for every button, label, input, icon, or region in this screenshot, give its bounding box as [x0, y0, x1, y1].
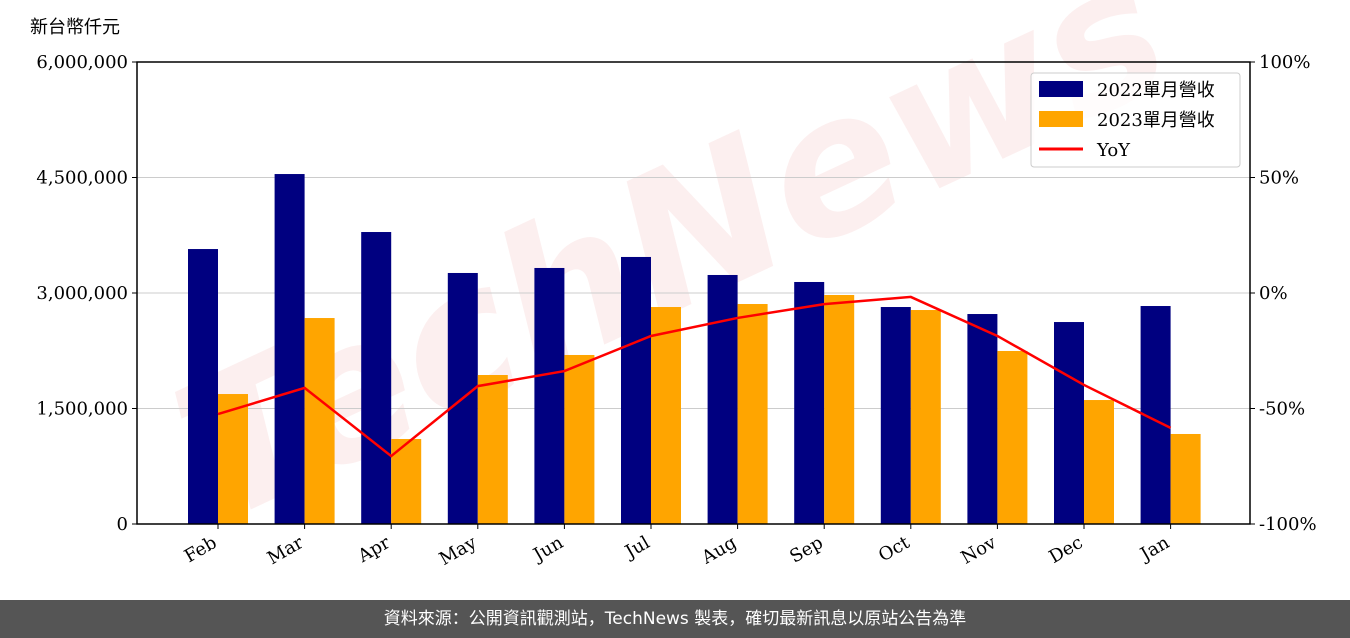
- x-tick-label: Jan: [1135, 532, 1173, 566]
- legend-label: 2022單月營收: [1097, 80, 1215, 101]
- x-tick-label: Feb: [181, 532, 221, 567]
- bar: [737, 304, 768, 524]
- x-tick-label: Aug: [697, 532, 740, 569]
- x-tick-label: Sep: [786, 532, 826, 567]
- bar: [1170, 433, 1201, 524]
- legend-label: 2023單月營收: [1097, 110, 1215, 131]
- bar: [1054, 322, 1084, 524]
- footer: 資料來源：公開資訊觀測站，TechNews 製表，確切最新訊息以原站公告為準: [0, 600, 1350, 638]
- bar: [534, 267, 565, 524]
- y2-tick-label: -100%: [1259, 514, 1317, 535]
- y-tick-label: 3,000,000: [36, 283, 128, 304]
- y-tick-label: 1,500,000: [36, 399, 128, 420]
- bar: [218, 394, 248, 524]
- plot-frame: [136, 61, 1251, 525]
- legend-swatch: [1039, 81, 1083, 97]
- bar: [304, 318, 335, 524]
- yoy-line: [217, 295, 1172, 458]
- bar: [794, 281, 825, 524]
- legend-swatch: [1039, 111, 1083, 127]
- bar: [880, 307, 911, 524]
- y-axis-label: 新台幣仟元: [30, 17, 120, 38]
- y-tick-label: 0: [117, 514, 128, 535]
- y-tick-label: 4,500,000: [36, 168, 128, 189]
- x-tick-label: Apr: [354, 532, 394, 567]
- x-tick-label: Nov: [958, 532, 1001, 569]
- y2-tick-label: 0%: [1259, 283, 1288, 304]
- x-tick-label: Jun: [528, 532, 567, 567]
- y2-tick-label: 100%: [1259, 52, 1310, 73]
- y2-tick-label: -50%: [1259, 399, 1305, 420]
- bar: [707, 274, 738, 524]
- legend-box: [1030, 72, 1241, 168]
- bar: [1084, 400, 1114, 524]
- bar: [274, 174, 305, 524]
- bar: [477, 375, 508, 524]
- bar: [188, 249, 218, 524]
- chart: 新台幣仟元 TechNews 01,500,0003,000,0004,500,…: [30, 0, 1317, 570]
- y-tick-label: 6,000,000: [36, 52, 128, 73]
- x-tick-label: Dec: [1046, 532, 1087, 568]
- bar: [564, 354, 595, 524]
- x-tick-label: Oct: [875, 532, 914, 567]
- bar: [361, 232, 392, 525]
- bar: [824, 295, 855, 524]
- bar: [910, 310, 941, 524]
- x-tick-label: May: [436, 532, 481, 570]
- y2-tick-label: 50%: [1259, 168, 1299, 189]
- x-tick-label: Jul: [620, 532, 654, 564]
- bar: [997, 350, 1028, 524]
- legend-label: YoY: [1096, 140, 1131, 161]
- bar: [621, 256, 651, 524]
- legend: 2022單月營收 2023單月營收 YoY: [1030, 72, 1241, 168]
- bar: [967, 314, 998, 524]
- bar: [651, 307, 681, 524]
